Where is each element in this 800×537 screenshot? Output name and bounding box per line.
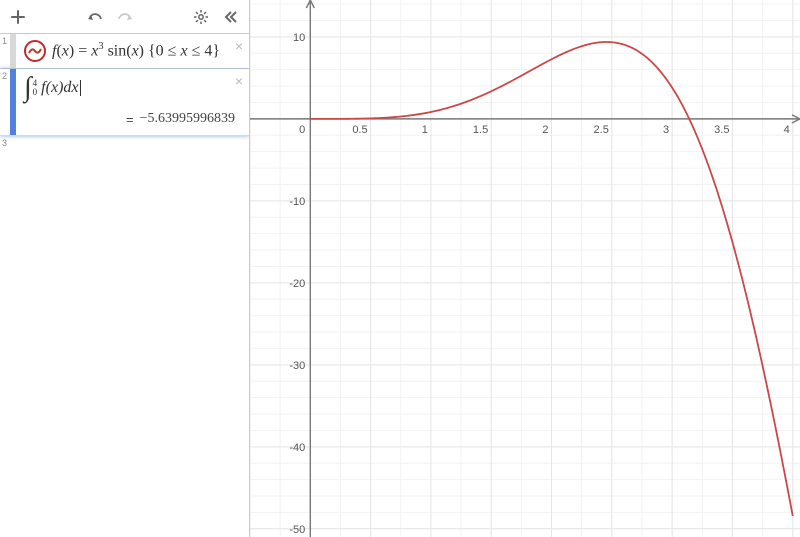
svg-text:0.5: 0.5 (352, 124, 367, 136)
undo-button[interactable] (81, 3, 109, 31)
svg-text:-10: -10 (289, 196, 305, 208)
svg-text:-20: -20 (289, 278, 305, 290)
redo-button[interactable] (111, 3, 139, 31)
svg-text:3.5: 3.5 (714, 124, 729, 136)
expression-latex[interactable]: f(x) = x3 sin(x) {0 ≤ x ≤ 4} (52, 41, 220, 60)
svg-text:-30: -30 (289, 360, 305, 372)
close-icon[interactable]: × (235, 38, 243, 54)
svg-text:-50: -50 (289, 524, 305, 536)
svg-text:10: 10 (293, 32, 305, 44)
svg-text:1.5: 1.5 (473, 124, 488, 136)
svg-text:1: 1 (422, 124, 428, 136)
close-icon[interactable]: × (235, 73, 243, 89)
expression-list: 1 × f(x) = x3 sin(x) {0 ≤ x ≤ 4} 2 (0, 34, 249, 537)
svg-text:3: 3 (663, 124, 669, 136)
color-swatch[interactable] (24, 40, 46, 62)
svg-text:-40: -40 (289, 442, 305, 454)
collapse-button[interactable] (217, 3, 245, 31)
expression-latex[interactable]: ∫ 4 0 f(x)dx (24, 79, 81, 97)
svg-text:4: 4 (784, 124, 790, 136)
result-value: −5.63995996839 (140, 111, 235, 127)
expression-row[interactable]: 2 × ∫ 4 0 f(x)dx (0, 69, 249, 136)
svg-text:0: 0 (299, 124, 305, 136)
graph-panel[interactable]: -0.50.511.522.533.54-50-40-30-20-10100 (250, 0, 800, 537)
row-index: 1 (0, 34, 10, 68)
svg-text:2: 2 (542, 124, 548, 136)
row-index: 3 (0, 136, 10, 154)
expression-panel: 1 × f(x) = x3 sin(x) {0 ≤ x ≤ 4} 2 (0, 0, 250, 537)
settings-button[interactable] (187, 3, 215, 31)
toolbar (0, 0, 249, 34)
row-index: 2 (0, 69, 10, 107)
expression-row[interactable]: 1 × f(x) = x3 sin(x) {0 ≤ x ≤ 4} (0, 34, 249, 69)
svg-text:2.5: 2.5 (594, 124, 609, 136)
add-button[interactable] (4, 3, 32, 31)
graph-canvas[interactable]: -0.50.511.522.533.54-50-40-30-20-10100 (250, 0, 800, 537)
equals-label: = (126, 112, 134, 127)
expression-row-empty[interactable]: 3 (0, 136, 249, 154)
